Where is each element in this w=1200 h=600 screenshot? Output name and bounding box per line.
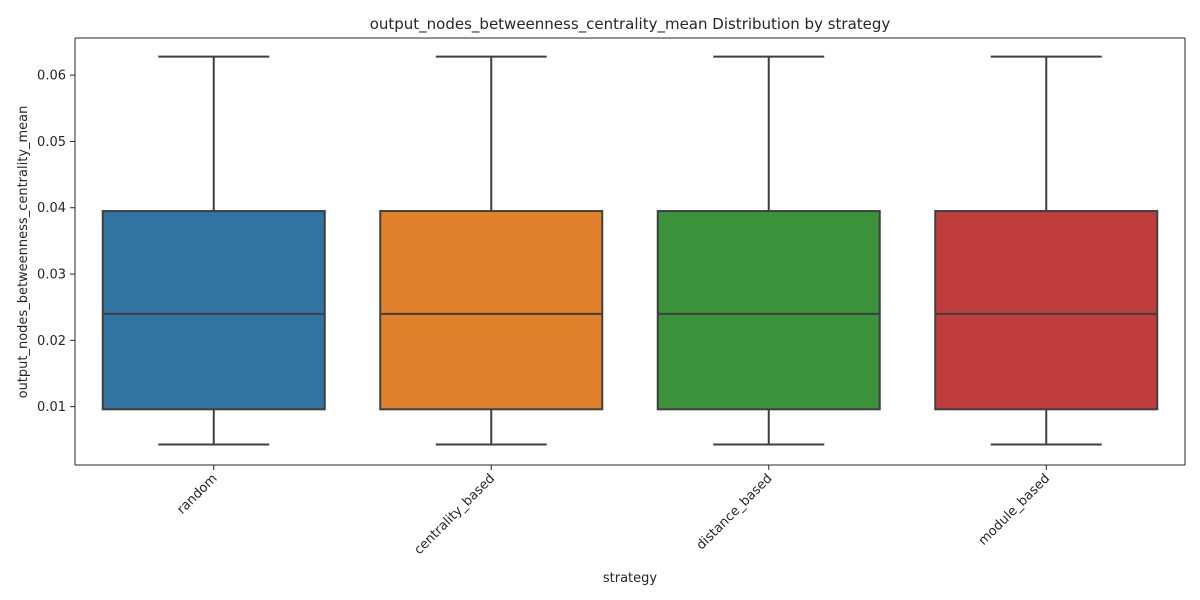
- x-tick-label: random: [174, 471, 220, 517]
- x-tick-label: distance_based: [694, 471, 776, 553]
- x-axis-title: strategy: [603, 571, 658, 586]
- x-tick-label: module_based: [976, 471, 1053, 548]
- plot-area: 0.01 0.02 0.03 0.04 0.05 0.06 random centrality…: [37, 37, 1186, 558]
- y-tick-label: 0.01: [37, 400, 66, 415]
- y-tick-label: 0.03: [37, 268, 66, 283]
- y-tick-label: 0.04: [37, 201, 66, 216]
- chart-title: output_nodes_betweenness_centrality_mean…: [370, 15, 891, 34]
- box-centrality_based: [379, 210, 604, 411]
- y-tick-label: 0.06: [37, 69, 66, 84]
- box-module_based: [934, 210, 1159, 411]
- box-distance_based: [656, 210, 881, 411]
- y-tick-label: 0.05: [37, 135, 66, 150]
- box-random: [101, 210, 326, 411]
- x-tick-label: centrality_based: [411, 471, 498, 558]
- y-axis-title: output_nodes_betweenness_centrality_mean: [16, 106, 31, 399]
- y-tick-label: 0.02: [37, 334, 66, 349]
